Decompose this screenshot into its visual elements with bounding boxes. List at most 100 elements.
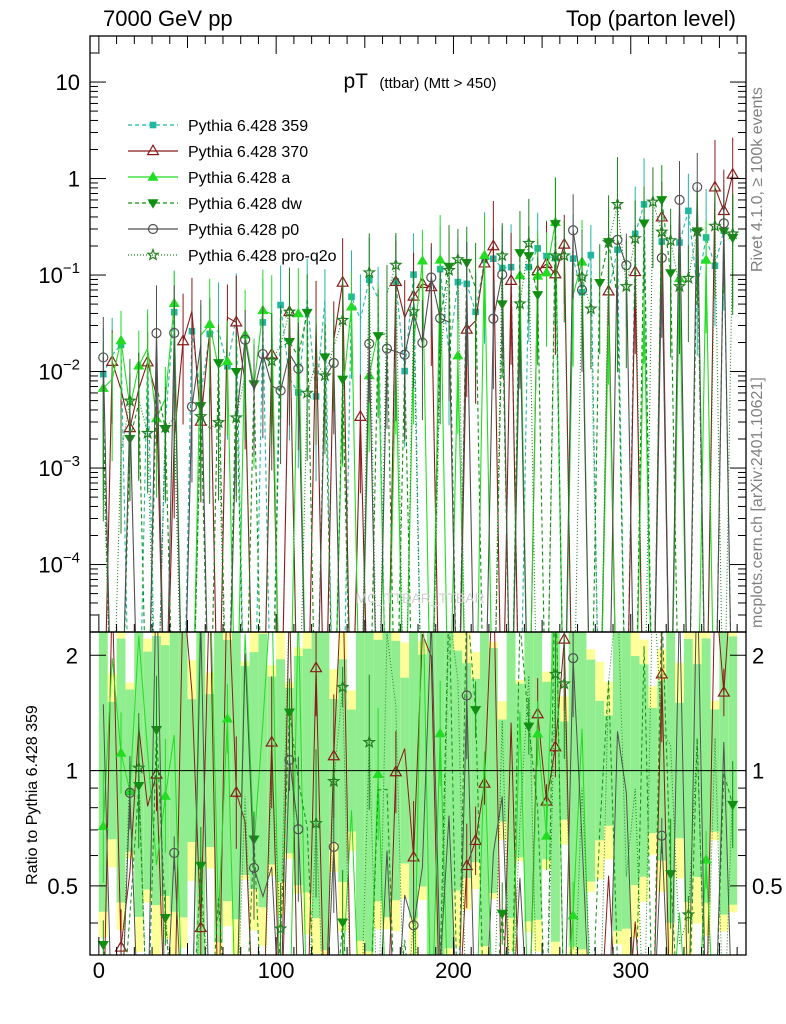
data-point xyxy=(264,353,279,367)
data-point xyxy=(211,415,226,429)
y-tick-label: 10−4 xyxy=(38,550,80,578)
ratio-band-green xyxy=(533,632,543,920)
data-point xyxy=(663,233,678,247)
chart-title-main: pT xyxy=(343,70,368,93)
data-point xyxy=(221,355,233,366)
data-point xyxy=(318,368,332,382)
legend-entry: Pythia 6.428 370 xyxy=(128,143,308,161)
ratio-band-green xyxy=(613,632,622,932)
ratio-point xyxy=(727,800,739,811)
data-point xyxy=(98,352,109,363)
data-point xyxy=(115,334,127,345)
data-point xyxy=(610,197,625,211)
data-point xyxy=(229,410,244,424)
data-point xyxy=(486,239,500,251)
legend-entry: Pythia 6.428 pro-q2o xyxy=(128,247,337,265)
header-process: Top (parton level) xyxy=(566,6,736,31)
header-collision: 7000 GeV pp xyxy=(103,6,233,31)
ratio-point xyxy=(309,816,323,830)
ratio-band-green xyxy=(435,632,445,955)
data-point xyxy=(194,409,208,423)
data-point xyxy=(372,332,384,342)
data-point xyxy=(293,363,304,374)
legend-marker xyxy=(146,247,160,261)
data-point xyxy=(257,349,268,360)
ratio-band-green xyxy=(320,632,330,951)
ratio-line-4 xyxy=(102,632,731,955)
y-tick-label-base: 10 xyxy=(38,553,62,578)
y-tick-label: 10−1 xyxy=(38,260,80,288)
y-tick-label-exp: −1 xyxy=(63,260,80,277)
data-point xyxy=(619,279,634,293)
data-point xyxy=(434,254,446,264)
x-tick-label: 0 xyxy=(93,958,105,983)
ratio-y-tick-label-left: 1 xyxy=(66,759,78,784)
ratio-band-green xyxy=(355,632,365,941)
data-point xyxy=(672,279,687,293)
ratio-panel xyxy=(90,632,746,955)
data-point xyxy=(478,249,491,259)
y-tick-label-base: 10 xyxy=(38,360,62,385)
main-panel xyxy=(97,137,740,632)
y-tick-label-base: 10 xyxy=(38,456,62,481)
y-tick-label-exp: −2 xyxy=(63,357,80,374)
series-line-4 xyxy=(102,187,732,632)
ratio-point xyxy=(229,785,243,797)
data-point xyxy=(406,304,421,318)
data-point xyxy=(169,327,180,339)
data-point xyxy=(417,337,428,348)
legend-label: Pythia 6.428 pro-q2o xyxy=(188,248,337,265)
ratio-y-tick-label-right: 1 xyxy=(752,759,764,784)
y-tick-label: 10−2 xyxy=(38,357,80,385)
data-point xyxy=(540,266,553,277)
ratio-band-green xyxy=(568,632,578,947)
data-point xyxy=(204,318,216,329)
legend-entry: Pythia 6.428 359 xyxy=(128,118,308,135)
data-point xyxy=(140,426,155,440)
ratio-band-green xyxy=(506,632,516,919)
data-point xyxy=(718,218,729,229)
y-tick-label-base: 10 xyxy=(38,263,62,288)
ratio-point xyxy=(548,740,562,752)
data-point xyxy=(584,301,598,315)
data-point xyxy=(292,307,304,318)
ratio-y-tick-label-right: 2 xyxy=(752,643,764,668)
series-line-1 xyxy=(105,174,734,632)
data-point xyxy=(435,313,446,324)
data-point xyxy=(708,218,722,232)
ratio-line-2 xyxy=(102,632,712,955)
data-point xyxy=(229,315,243,327)
data-point xyxy=(700,254,712,264)
ratio-point xyxy=(114,940,128,952)
data-point xyxy=(587,251,595,259)
legend-label: Pythia 6.428 dw xyxy=(188,196,302,213)
data-point xyxy=(504,273,518,285)
data-point xyxy=(416,255,428,265)
data-point xyxy=(638,219,650,229)
ratio-y-tick-label-left: 0.5 xyxy=(47,874,78,899)
data-point xyxy=(452,349,464,360)
legend: Pythia 6.428 359 Pythia 6.428 370 Pythia 6… xyxy=(128,118,337,265)
data-point xyxy=(654,224,669,238)
y-tick-label: 10 xyxy=(56,70,80,95)
y-tick-label: 1 xyxy=(68,167,80,192)
ratio-band-green xyxy=(550,632,560,942)
legend-label: Pythia 6.428 359 xyxy=(188,118,308,135)
data-point xyxy=(442,263,456,277)
side-label-rivet: Rivet 4.1.0, ≥ 100k events xyxy=(749,87,766,272)
legend-entry: Pythia 6.428 dw xyxy=(128,196,302,213)
data-point xyxy=(568,225,579,236)
ratio-band-green xyxy=(524,632,534,922)
data-point xyxy=(212,359,225,369)
data-point xyxy=(685,207,692,215)
legend-marker xyxy=(149,121,157,129)
data-point xyxy=(488,313,499,324)
y-tick-label-exp: −4 xyxy=(63,550,80,567)
ratio-band-green xyxy=(382,632,392,918)
data-point xyxy=(158,420,173,434)
data-point xyxy=(399,349,410,360)
data-point xyxy=(628,231,642,245)
x-tick-label: 300 xyxy=(612,958,649,983)
ratio-point xyxy=(496,909,508,920)
